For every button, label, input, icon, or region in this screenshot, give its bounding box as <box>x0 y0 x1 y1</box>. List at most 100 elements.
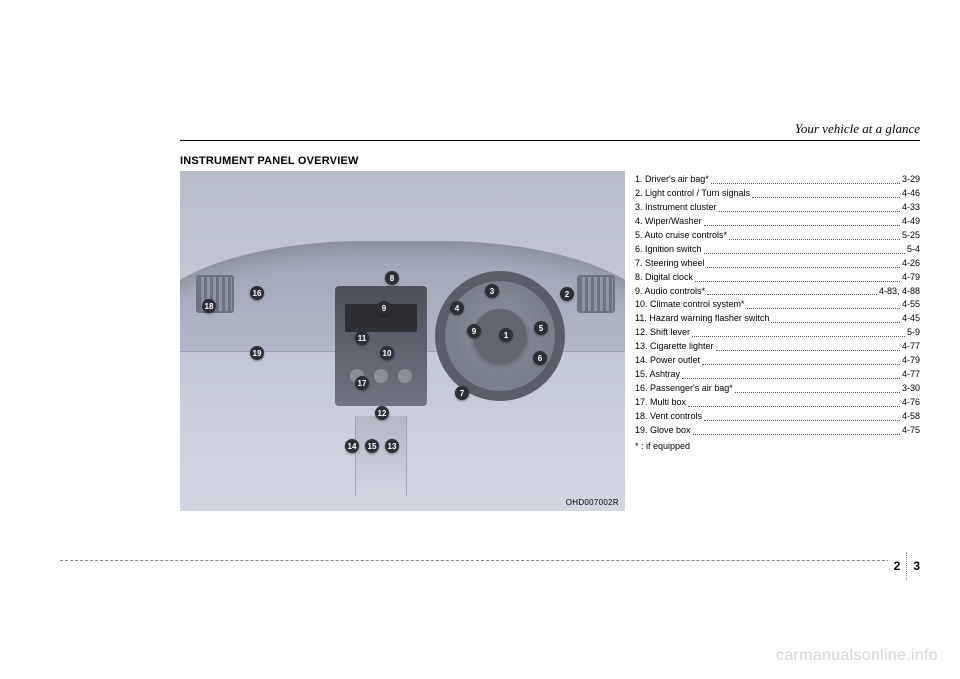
legend-label: 6. Ignition switch <box>635 243 702 257</box>
legend-dots <box>711 173 900 184</box>
callout-marker: 17 <box>355 376 369 390</box>
legend-dots <box>688 396 900 407</box>
legend-row: 13. Cigarette lighter 4-77 <box>635 340 920 354</box>
legend-row: 14. Power outlet 4-79 <box>635 354 920 368</box>
legend-ref: 5-25 <box>902 229 920 243</box>
legend-row: 16. Passenger's air bag* 3-30 <box>635 382 920 396</box>
legend-ref: 4-75 <box>902 424 920 438</box>
footer-rule <box>60 560 920 561</box>
page-footer: 2 3 <box>60 560 920 561</box>
legend-row: 2. Light control / Turn signals 4-46 <box>635 187 920 201</box>
legend-dots <box>704 215 900 226</box>
legend-label: 14. Power outlet <box>635 354 700 368</box>
callout-marker: 10 <box>380 346 394 360</box>
legend-row: 6. Ignition switch 5-4 <box>635 243 920 257</box>
legend-row: 5. Auto cruise controls* 5-25 <box>635 229 920 243</box>
legend-ref: 4-55 <box>902 298 920 312</box>
legend-ref: 4-26 <box>902 257 920 271</box>
content-row: 123456789910111213141516171819 OHD007002… <box>180 171 920 511</box>
legend-ref: 4-77 <box>902 340 920 354</box>
legend-label: 19. Glove box <box>635 424 691 438</box>
legend-ref: 4-79 <box>902 354 920 368</box>
legend-label: 10. Climate control system* <box>635 298 745 312</box>
legend-label: 2. Light control / Turn signals <box>635 187 750 201</box>
legend-row: 18. Vent controls 4-58 <box>635 410 920 424</box>
legend-row: 12. Shift lever 5-9 <box>635 326 920 340</box>
legend-dots <box>695 271 900 282</box>
knob-row <box>345 356 417 396</box>
watermark: carmanualsonline.info <box>776 647 938 665</box>
legend-label: 16. Passenger's air bag* <box>635 382 733 396</box>
callout-marker: 11 <box>355 331 369 345</box>
legend-row: 10. Climate control system* 4-55 <box>635 298 920 312</box>
knob <box>398 369 412 383</box>
callout-marker: 15 <box>365 439 379 453</box>
gear-console <box>355 416 407 496</box>
callout-marker: 18 <box>202 299 216 313</box>
vent-right <box>577 275 615 313</box>
legend-row: 11. Hazard warning flasher switch 4-45 <box>635 312 920 326</box>
legend-label: 1. Driver's air bag* <box>635 173 709 187</box>
legend-label: 7. Steering wheel <box>635 257 705 271</box>
legend-label: 11. Hazard warning flasher switch <box>635 312 769 326</box>
header-title: Your vehicle at a glance <box>795 121 920 136</box>
legend-ref: 5-4 <box>907 243 920 257</box>
callout-marker: 6 <box>533 351 547 365</box>
legend-row: 1. Driver's air bag* 3-29 <box>635 173 920 187</box>
legend-row: 9. Audio controls* 4-83, 4-88 <box>635 285 920 299</box>
knob <box>374 369 388 383</box>
legend-ref: 5-9 <box>907 326 920 340</box>
legend-dots <box>704 410 900 421</box>
legend-row: 19. Glove box 4-75 <box>635 424 920 438</box>
callout-marker: 3 <box>485 284 499 298</box>
legend-dots <box>693 424 900 435</box>
legend-label: 12. Shift lever <box>635 326 690 340</box>
legend-list: 1. Driver's air bag* 3-292. Light contro… <box>635 171 920 454</box>
footer-section-num: 2 <box>894 559 901 573</box>
legend-ref: 3-30 <box>902 382 920 396</box>
page-header: Your vehicle at a glance <box>180 120 920 141</box>
legend-ref: 4-77 <box>902 368 920 382</box>
legend-label: 4. Wiper/Washer <box>635 215 702 229</box>
footer-page-numbers: 2 3 <box>888 552 920 580</box>
legend-label: 17. Multi box <box>635 396 686 410</box>
legend-label: 9. Audio controls* <box>635 285 705 299</box>
legend-label: 15. Ashtray <box>635 368 680 382</box>
legend-ref: 4-76 <box>902 396 920 410</box>
legend-row: 4. Wiper/Washer 4-49 <box>635 215 920 229</box>
legend-dots <box>692 326 905 337</box>
legend-ref: 4-58 <box>902 410 920 424</box>
callout-marker: 1 <box>499 328 513 342</box>
callout-marker: 12 <box>375 406 389 420</box>
legend-ref: 4-49 <box>902 215 920 229</box>
legend-row: 7. Steering wheel 4-26 <box>635 257 920 271</box>
legend-row: 8. Digital clock 4-79 <box>635 271 920 285</box>
legend-dots <box>771 312 900 323</box>
callout-marker: 19 <box>250 346 264 360</box>
legend-label: 18. Vent controls <box>635 410 702 424</box>
legend-dots <box>707 285 877 296</box>
legend-ref: 3-29 <box>902 173 920 187</box>
legend-dots <box>702 354 900 365</box>
legend-row: 15. Ashtray 4-77 <box>635 368 920 382</box>
legend-label: 8. Digital clock <box>635 271 693 285</box>
legend-label: 3. Instrument cluster <box>635 201 717 215</box>
callout-marker: 13 <box>385 439 399 453</box>
instrument-panel-image: 123456789910111213141516171819 OHD007002… <box>180 171 625 511</box>
legend-dots <box>716 340 900 351</box>
section-title: INSTRUMENT PANEL OVERVIEW <box>180 155 920 167</box>
legend-row: 17. Multi box 4-76 <box>635 396 920 410</box>
legend-dots <box>747 298 900 309</box>
legend-ref: 4-33 <box>902 201 920 215</box>
legend-ref: 4-45 <box>902 312 920 326</box>
callout-marker: 5 <box>534 321 548 335</box>
callout-marker: 7 <box>455 386 469 400</box>
callout-marker: 2 <box>560 287 574 301</box>
legend-label: 5. Auto cruise controls* <box>635 229 727 243</box>
legend-footnote: * : if equipped <box>635 440 920 454</box>
footer-page-num: 3 <box>913 559 920 573</box>
legend-dots <box>707 257 900 268</box>
image-code: OHD007002R <box>566 498 619 507</box>
footer-separator <box>906 552 907 580</box>
legend-dots <box>729 229 900 240</box>
